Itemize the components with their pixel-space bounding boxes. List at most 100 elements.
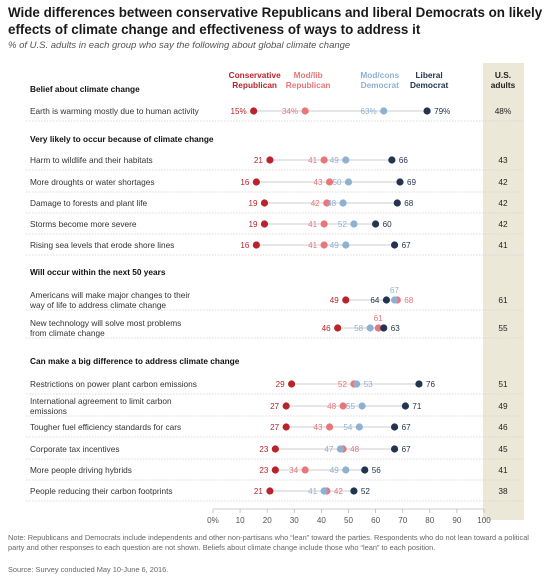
dot-cons_rep	[252, 241, 260, 249]
dot-cons_rep	[250, 107, 258, 115]
value-label-cons_rep: 19	[248, 220, 258, 229]
row-label: Damage to forests and plant life	[30, 198, 148, 208]
value-label-mod_dem: 63%	[361, 107, 377, 116]
x-tick-label: 10	[236, 516, 246, 525]
dot-mod_rep	[325, 423, 334, 431]
us-adults-value: 55	[498, 323, 508, 333]
row-label: Storms become more severe	[30, 219, 137, 229]
us-adults-value: 43	[498, 155, 508, 165]
us-adults-value: 42	[498, 198, 508, 208]
x-tick-label: 70	[398, 516, 408, 525]
dot-mod_dem	[344, 178, 353, 186]
us-adults-value: 51	[498, 379, 508, 389]
row-label: Restrictions on power plant carbon emiss…	[30, 379, 197, 389]
x-tick-label: 0%	[207, 516, 219, 525]
dot-lib_dem	[415, 380, 423, 388]
value-label-cons_rep: 19	[248, 199, 258, 208]
section-title: Very likely to occur because of climate …	[30, 134, 214, 144]
dot-mod_dem	[336, 445, 344, 453]
series-header-mod_rep: Mod/lib Republican	[286, 70, 331, 90]
dot-cons_rep	[334, 324, 342, 332]
value-label-cons_rep: 23	[259, 466, 269, 475]
dot-cons_rep	[260, 199, 269, 207]
value-label-lib_dem: 67	[402, 241, 412, 250]
value-label-mod_rep: 34%	[282, 107, 298, 116]
dot-lib_dem	[423, 107, 431, 115]
us-adults-header: U.S. adults	[491, 70, 516, 90]
series-header-cons_rep: Conservative Republican	[229, 70, 281, 90]
value-label-lib_dem: 79%	[434, 107, 450, 116]
dot-cons_rep	[282, 402, 290, 410]
value-label-mod_rep: 42	[334, 487, 344, 496]
value-label-mod_dem: 67	[390, 286, 400, 295]
us-adults-value: 61	[498, 295, 508, 305]
row-label: Tougher fuel efficiency standards for ca…	[30, 422, 181, 432]
value-label-cons_rep: 16	[240, 241, 250, 250]
section-title: Will occur within the next 50 years	[30, 267, 166, 277]
value-label-mod_dem: 49	[330, 156, 340, 165]
value-label-mod_dem: 49	[330, 241, 340, 250]
chart-subtitle: % of U.S. adults in each group who say t…	[8, 40, 351, 51]
x-tick-label: 100	[477, 516, 491, 525]
row-label: Corporate tax incentives	[30, 444, 119, 454]
dot-lib_dem	[396, 178, 404, 186]
row-label: More people driving hybrids	[30, 465, 132, 475]
us-adults-value: 41	[498, 465, 508, 475]
dot-mod_dem	[366, 324, 374, 332]
us-adults-value: 42	[498, 177, 508, 187]
dot-cons_rep	[266, 487, 274, 495]
dot-mod_dem	[353, 380, 361, 388]
value-label-lib_dem: 52	[361, 487, 371, 496]
dot-mod_dem	[339, 199, 347, 207]
value-label-lib_dem: 69	[407, 178, 417, 187]
row-label: Rising sea levels that erode shore lines	[30, 240, 174, 250]
value-label-mod_rep: 41	[308, 220, 318, 229]
value-label-cons_rep: 46	[322, 324, 332, 333]
us-adults-value: 45	[498, 444, 508, 454]
dot-lib_dem	[382, 296, 391, 304]
value-label-mod_dem: 55	[346, 402, 356, 411]
value-label-mod_dem: 41	[308, 487, 318, 496]
row-label: Earth is warming mostly due to human act…	[30, 106, 200, 116]
row-label: New technology will solve most problems f…	[30, 318, 181, 338]
row-label: International agreement to limit carbon e…	[30, 396, 172, 416]
x-tick-label: 30	[290, 516, 300, 525]
value-label-mod_rep: 52	[338, 380, 348, 389]
dot-cons_rep	[252, 178, 260, 186]
value-label-mod_dem: 53	[364, 380, 374, 389]
dot-mod_dem	[355, 423, 363, 431]
value-label-mod_rep: 41	[308, 241, 318, 250]
value-label-lib_dem: 76	[426, 380, 436, 389]
value-label-mod_dem: 49	[330, 466, 340, 475]
value-label-lib_dem: 71	[412, 402, 422, 411]
dot-mod_dem	[320, 487, 328, 495]
chart-source: Source: Survey conducted May 10-June 6, …	[8, 565, 169, 574]
value-label-lib_dem: 56	[372, 466, 382, 475]
dot-mod_rep	[320, 156, 328, 164]
value-label-mod_dem: 48	[327, 199, 337, 208]
value-label-mod_rep: 34	[289, 466, 299, 475]
x-tick-label: 50	[344, 516, 354, 525]
value-label-lib_dem: 60	[383, 220, 393, 229]
dot-cons_rep	[266, 156, 274, 164]
row-label: More droughts or water shortages	[30, 177, 155, 187]
dot-lib_dem	[390, 445, 399, 453]
dot-lib_dem	[390, 423, 399, 431]
us-adults-value: 49	[498, 401, 508, 411]
x-tick-label: 80	[425, 516, 435, 525]
dot-lib_dem	[390, 241, 399, 249]
value-label-lib_dem: 63	[391, 324, 401, 333]
dot-mod_rep	[320, 220, 328, 228]
dot-mod_rep	[301, 107, 309, 115]
dot-lib_dem	[393, 199, 401, 207]
dot-mod_rep	[301, 466, 309, 474]
value-label-mod_rep: 48	[327, 402, 337, 411]
value-label-mod_rep: 68	[404, 296, 414, 305]
us-adults-value: 42	[498, 219, 508, 229]
dot-cons_rep	[271, 466, 279, 474]
x-tick-label: 90	[452, 516, 462, 525]
us-adults-value: 48%	[495, 106, 512, 116]
value-label-lib_dem: 68	[404, 199, 414, 208]
section-title: Belief about climate change	[30, 84, 140, 94]
